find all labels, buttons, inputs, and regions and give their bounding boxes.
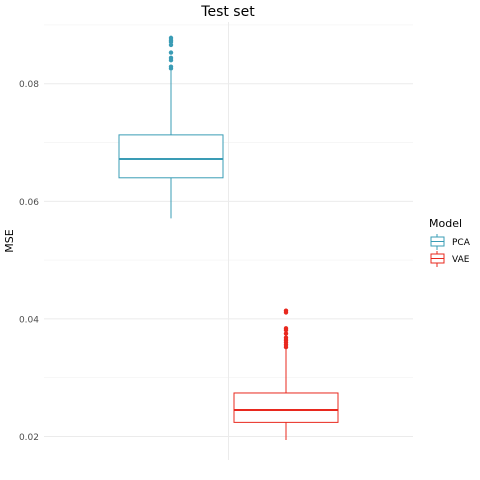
outlier-point (283, 331, 289, 336)
grid-lines (44, 22, 413, 460)
outlier-point (168, 64, 174, 69)
boxplots (118, 35, 339, 441)
outlier-point (168, 35, 174, 41)
y-tick-label: 0.06 (19, 198, 39, 208)
y-axis: 0.02 0.04 0.06 0.08 (19, 80, 39, 443)
outlier-point (168, 50, 174, 55)
legend-label: VAE (452, 255, 470, 265)
y-tick-label: 0.08 (19, 80, 39, 90)
outlier-point (283, 308, 289, 313)
y-tick-label: 0.04 (19, 315, 39, 325)
legend-item-pca: PCA (430, 234, 471, 250)
boxplot-vae (233, 308, 339, 441)
legend-item-vae: VAE (430, 251, 470, 267)
box (118, 134, 224, 179)
legend-label: PCA (452, 238, 471, 248)
boxplot-pca (118, 35, 224, 219)
chart-title: Test set (200, 4, 255, 20)
legend: Model PCA VAE (429, 217, 471, 267)
outlier-point (283, 335, 289, 340)
y-axis-label: MSE (3, 229, 16, 252)
outlier-point (283, 326, 289, 331)
y-tick-label: 0.02 (19, 433, 39, 443)
legend-title: Model (429, 217, 462, 230)
box (233, 392, 339, 423)
outlier-point (168, 55, 174, 61)
